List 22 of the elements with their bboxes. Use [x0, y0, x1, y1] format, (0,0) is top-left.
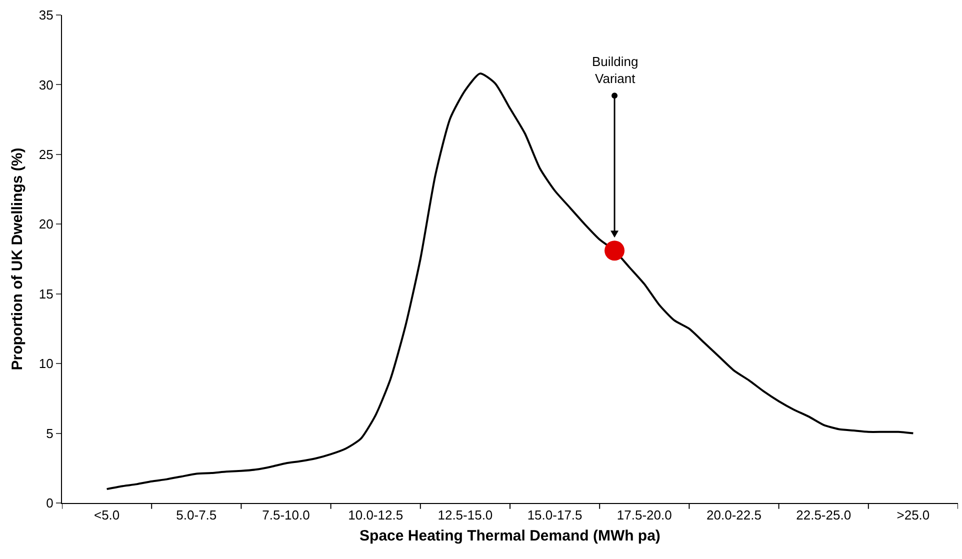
y-tick-label: 30	[38, 77, 54, 92]
y-tick-label: 25	[38, 146, 54, 162]
y-tick-label: 35	[38, 8, 54, 23]
y-tick-label: 15	[38, 286, 54, 302]
x-tick-label: >25.0	[896, 508, 930, 523]
y-tick-label: 10	[38, 356, 54, 372]
y-tick-label: 0	[46, 496, 54, 511]
line-series	[106, 72, 914, 490]
x-tick-label: <5.0	[94, 508, 120, 523]
y-tick-label: 5	[46, 426, 54, 441]
x-tick-label: 10.0-12.5	[348, 508, 404, 523]
annotation: Building Variant	[592, 54, 638, 86]
x-axis-title: Space Heating Thermal Demand (MWh pa)	[360, 528, 660, 545]
x-tick-label: 22.5-25.0	[796, 508, 852, 523]
x-tick-label: 5.0-7.5	[176, 508, 217, 523]
x-tick-label: 7.5-10.0	[262, 508, 310, 523]
x-tick-label: 12.5-15.0	[438, 508, 493, 523]
x-tick-label: 20.0-22.5	[706, 508, 762, 523]
y-axis-title: Proportion of UK Dwellings (%)	[9, 148, 26, 370]
y-tick-label: 20	[38, 216, 54, 232]
x-tick-label: 17.5-20.0	[616, 508, 672, 523]
x-tick-label: 15.0-17.5	[527, 508, 582, 523]
